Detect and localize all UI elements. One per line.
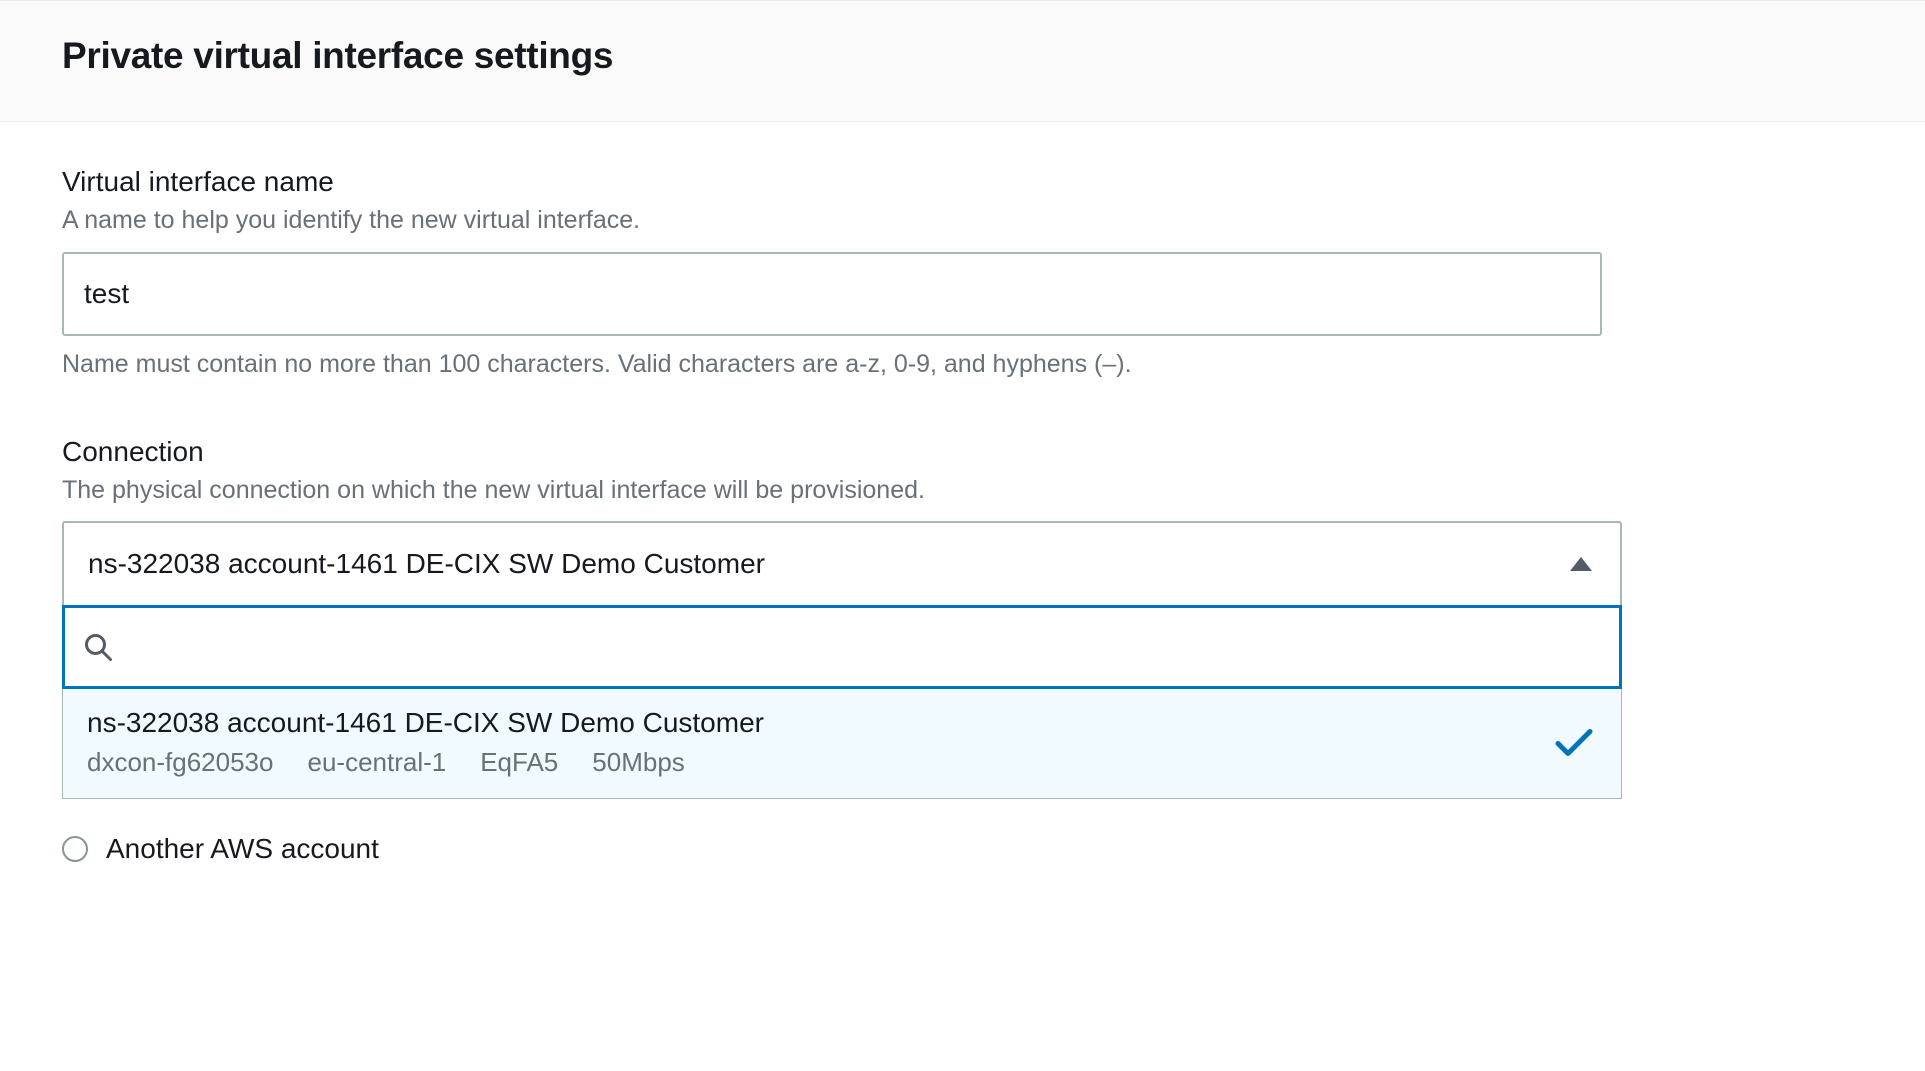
connection-option[interactable]: ns-322038 account-1461 DE-CIX SW Demo Cu… (62, 689, 1622, 799)
vif-name-label: Virtual interface name (62, 166, 1622, 198)
connection-option-region: eu-central-1 (307, 747, 446, 778)
another-account-radio[interactable]: Another AWS account (62, 833, 1622, 865)
form-body: Virtual interface name A name to help yo… (0, 122, 1925, 909)
connection-option-id: dxcon-fg62053o (87, 747, 273, 778)
radio-icon (62, 836, 88, 862)
panel-header: Private virtual interface settings (0, 0, 1925, 122)
check-icon (1555, 727, 1593, 760)
page-root: Private virtual interface settings Virtu… (0, 0, 1925, 1071)
connection-description: The physical connection on which the new… (62, 474, 1622, 508)
field-group-connection: Connection The physical connection on wh… (62, 436, 1622, 866)
search-icon (83, 632, 113, 662)
vif-name-constraint: Name must contain no more than 100 chara… (62, 348, 1622, 382)
vif-name-description: A name to help you identify the new virt… (62, 204, 1622, 238)
connection-option-bandwidth: 50Mbps (592, 747, 685, 778)
field-group-vif-name: Virtual interface name A name to help yo… (62, 166, 1622, 382)
connection-search-input[interactable] (113, 632, 1601, 663)
connection-option-meta: dxcon-fg62053o eu-central-1 EqFA5 50Mbps (87, 747, 1561, 778)
panel-title: Private virtual interface settings (62, 35, 1863, 77)
another-account-label: Another AWS account (106, 833, 379, 865)
connection-search-row (62, 605, 1622, 689)
vif-name-input[interactable] (62, 252, 1602, 336)
connection-option-location: EqFA5 (480, 747, 558, 778)
connection-label: Connection (62, 436, 1622, 468)
connection-selected-text: ns-322038 account-1461 DE-CIX SW Demo Cu… (88, 548, 765, 580)
caret-up-icon (1570, 557, 1592, 571)
connection-option-title: ns-322038 account-1461 DE-CIX SW Demo Cu… (87, 707, 1561, 739)
connection-select-trigger[interactable]: ns-322038 account-1461 DE-CIX SW Demo Cu… (62, 521, 1622, 605)
connection-select: ns-322038 account-1461 DE-CIX SW Demo Cu… (62, 521, 1622, 799)
